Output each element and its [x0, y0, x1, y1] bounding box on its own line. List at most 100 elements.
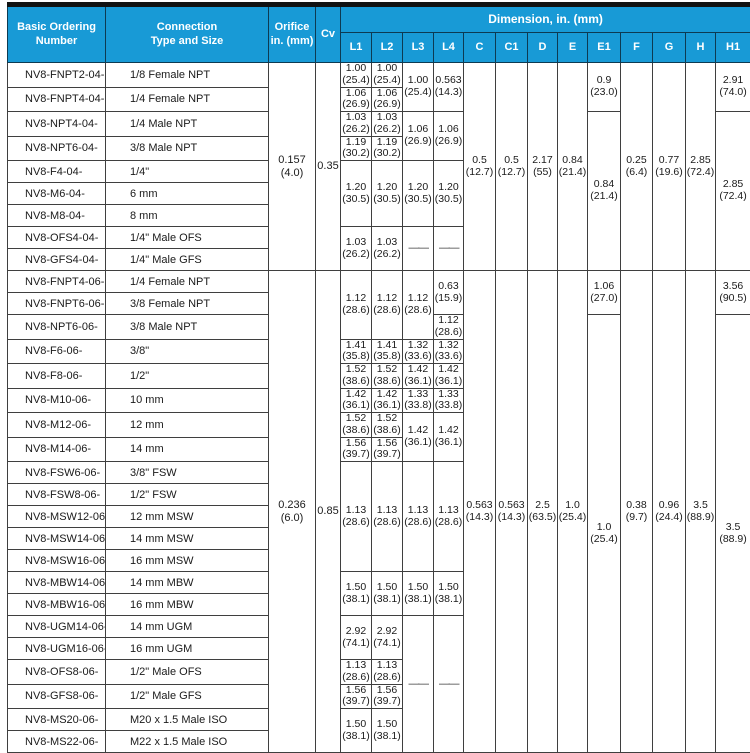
connection-cell: M22 x 1.5 Male ISO: [106, 731, 269, 753]
dim-l2-cell: 1.19 (30.2): [372, 136, 403, 161]
dim-l4-cell: 0.63 (15.9): [434, 271, 464, 315]
header-dim-h1: H1: [716, 33, 750, 63]
ordering-number-cell: NV8-M6-04-: [8, 183, 106, 205]
dim-l1-cell: 1.19 (30.2): [341, 136, 372, 161]
orifice-cell: 0.157 (4.0): [269, 63, 316, 271]
dim-l4-cell: 1.06 (26.9): [434, 112, 464, 161]
dim-l3-cell: 1.06 (26.9): [403, 112, 434, 161]
ordering-number-cell: NV8-GFS8-06-: [8, 684, 106, 709]
dim-l2-cell: 1.56 (39.7): [372, 684, 403, 709]
dim-l4-cell: 1.20 (30.5): [434, 161, 464, 227]
dim-l1-cell: 1.13 (28.6): [341, 660, 372, 685]
dim-l2-cell: 1.50 (38.1): [372, 709, 403, 753]
dim-l1-cell: 1.12 (28.6): [341, 271, 372, 340]
ordering-number-cell: NV8-MBW16-06-: [8, 594, 106, 616]
dim-l1-cell: 1.13 (28.6): [341, 462, 372, 572]
dim-e1-cell: 1.0 (25.4): [588, 315, 621, 753]
dim-l4-cell: 1.32 (33.6): [434, 339, 464, 364]
ordering-number-cell: NV8-F4-04-: [8, 161, 106, 183]
dim-l1-cell: 1.41 (35.8): [341, 339, 372, 364]
connection-cell: M20 x 1.5 Male ISO: [106, 709, 269, 731]
dim-l4-cell: 1.33 (33.8): [434, 388, 464, 413]
connection-cell: 12 mm: [106, 413, 269, 438]
connection-cell: 3/8" FSW: [106, 462, 269, 484]
dim-f-cell: 0.25 (6.4): [621, 63, 653, 271]
header-dim-l4: L4: [434, 33, 464, 63]
cv-cell: 0.35: [316, 63, 341, 271]
connection-cell: 14 mm MBW: [106, 572, 269, 594]
dim-l3-cell: 1.12 (28.6): [403, 271, 434, 340]
dim-d-cell: 2.17 (55): [528, 63, 558, 271]
ordering-number-cell: NV8-FSW8-06-: [8, 484, 106, 506]
ordering-number-cell: NV8-UGM14-06-: [8, 616, 106, 638]
connection-cell: 8 mm: [106, 205, 269, 227]
orifice-cell: 0.236 (6.0): [269, 271, 316, 753]
header-basic-ordering-number: Basic Ordering Number: [8, 5, 106, 63]
connection-cell: 3/8": [106, 339, 269, 364]
dim-l4-cell: 0.563 (14.3): [434, 63, 464, 112]
ordering-number-cell: NV8-M10-06-: [8, 388, 106, 413]
dim-l4-cell: ——: [434, 227, 464, 271]
header-dim-f: F: [621, 33, 653, 63]
ordering-number-cell: NV8-FNPT6-06-: [8, 293, 106, 315]
ordering-number-cell: NV8-MSW12-06-: [8, 506, 106, 528]
dim-l2-cell: 1.52 (38.6): [372, 364, 403, 389]
dim-l2-cell: 1.03 (26.2): [372, 227, 403, 271]
table-header: Basic Ordering Number Connection Type an…: [8, 5, 750, 63]
ordering-number-cell: NV8-MS22-06-: [8, 731, 106, 753]
dim-l2-cell: 1.03 (26.2): [372, 112, 403, 137]
connection-cell: 14 mm MSW: [106, 528, 269, 550]
header-dim-g: G: [653, 33, 686, 63]
ordering-number-cell: NV8-MSW14-06-: [8, 528, 106, 550]
ordering-number-cell: NV8-MBW14-06-: [8, 572, 106, 594]
connection-cell: 1/4": [106, 161, 269, 183]
ordering-number-cell: NV8-FNPT2-04-: [8, 63, 106, 88]
dim-f-cell: 0.38 (9.7): [621, 271, 653, 753]
dim-c-cell: 0.5 (12.7): [464, 63, 496, 271]
dim-e1-cell: 0.9 (23.0): [588, 63, 621, 112]
ordering-number-cell: NV8-M14-06-: [8, 437, 106, 462]
connection-cell: 3/8 Female NPT: [106, 293, 269, 315]
dim-l3-cell: 1.13 (28.6): [403, 462, 434, 572]
dim-g-cell: 0.96 (24.4): [653, 271, 686, 753]
ordering-number-cell: NV8-FNPT4-04-: [8, 87, 106, 112]
header-row-main: Basic Ordering Number Connection Type an…: [8, 5, 750, 33]
connection-cell: 6 mm: [106, 183, 269, 205]
ordering-number-cell: NV8-F6-06-: [8, 339, 106, 364]
header-connection-type-size: Connection Type and Size: [106, 5, 269, 63]
connection-cell: 12 mm MSW: [106, 506, 269, 528]
ordering-number-cell: NV8-FSW6-06-: [8, 462, 106, 484]
ordering-number-cell: NV8-M12-06-: [8, 413, 106, 438]
dim-l3-cell: 1.42 (36.1): [403, 364, 434, 389]
connection-cell: 3/8 Male NPT: [106, 315, 269, 340]
cv-cell: 0.85: [316, 271, 341, 753]
ordering-number-cell: NV8-M8-04-: [8, 205, 106, 227]
dim-l3-cell: 1.32 (33.6): [403, 339, 434, 364]
connection-cell: 16 mm MBW: [106, 594, 269, 616]
dim-g-cell: 0.77 (19.6): [653, 63, 686, 271]
dim-l1-cell: 1.03 (26.2): [341, 227, 372, 271]
connection-cell: 1/4 Female NPT: [106, 271, 269, 293]
dim-l3-cell: ——: [403, 227, 434, 271]
header-dim-h: H: [686, 33, 716, 63]
ordering-number-cell: NV8-NPT6-04-: [8, 136, 106, 161]
dim-l2-cell: 1.50 (38.1): [372, 572, 403, 616]
dim-l2-cell: 2.92 (74.1): [372, 616, 403, 660]
dim-h1-cell: 2.91 (74.0): [716, 63, 750, 112]
header-dim-l1: L1: [341, 33, 372, 63]
dim-l1-cell: 1.50 (38.1): [341, 709, 372, 753]
dim-e1-cell: 0.84 (21.4): [588, 112, 621, 271]
dim-l3-cell: 1.42 (36.1): [403, 413, 434, 462]
connection-cell: 1/4 Female NPT: [106, 87, 269, 112]
dim-l1-cell: 1.52 (38.6): [341, 364, 372, 389]
connection-cell: 1/4" Male GFS: [106, 249, 269, 271]
dim-l1-cell: 1.50 (38.1): [341, 572, 372, 616]
dim-c1-cell: 0.563 (14.3): [496, 271, 528, 753]
connection-cell: 16 mm MSW: [106, 550, 269, 572]
dim-l2-cell: 1.13 (28.6): [372, 660, 403, 685]
connection-cell: 1/2" FSW: [106, 484, 269, 506]
connection-cell: 3/8 Male NPT: [106, 136, 269, 161]
connection-cell: 1/2" Male GFS: [106, 684, 269, 709]
